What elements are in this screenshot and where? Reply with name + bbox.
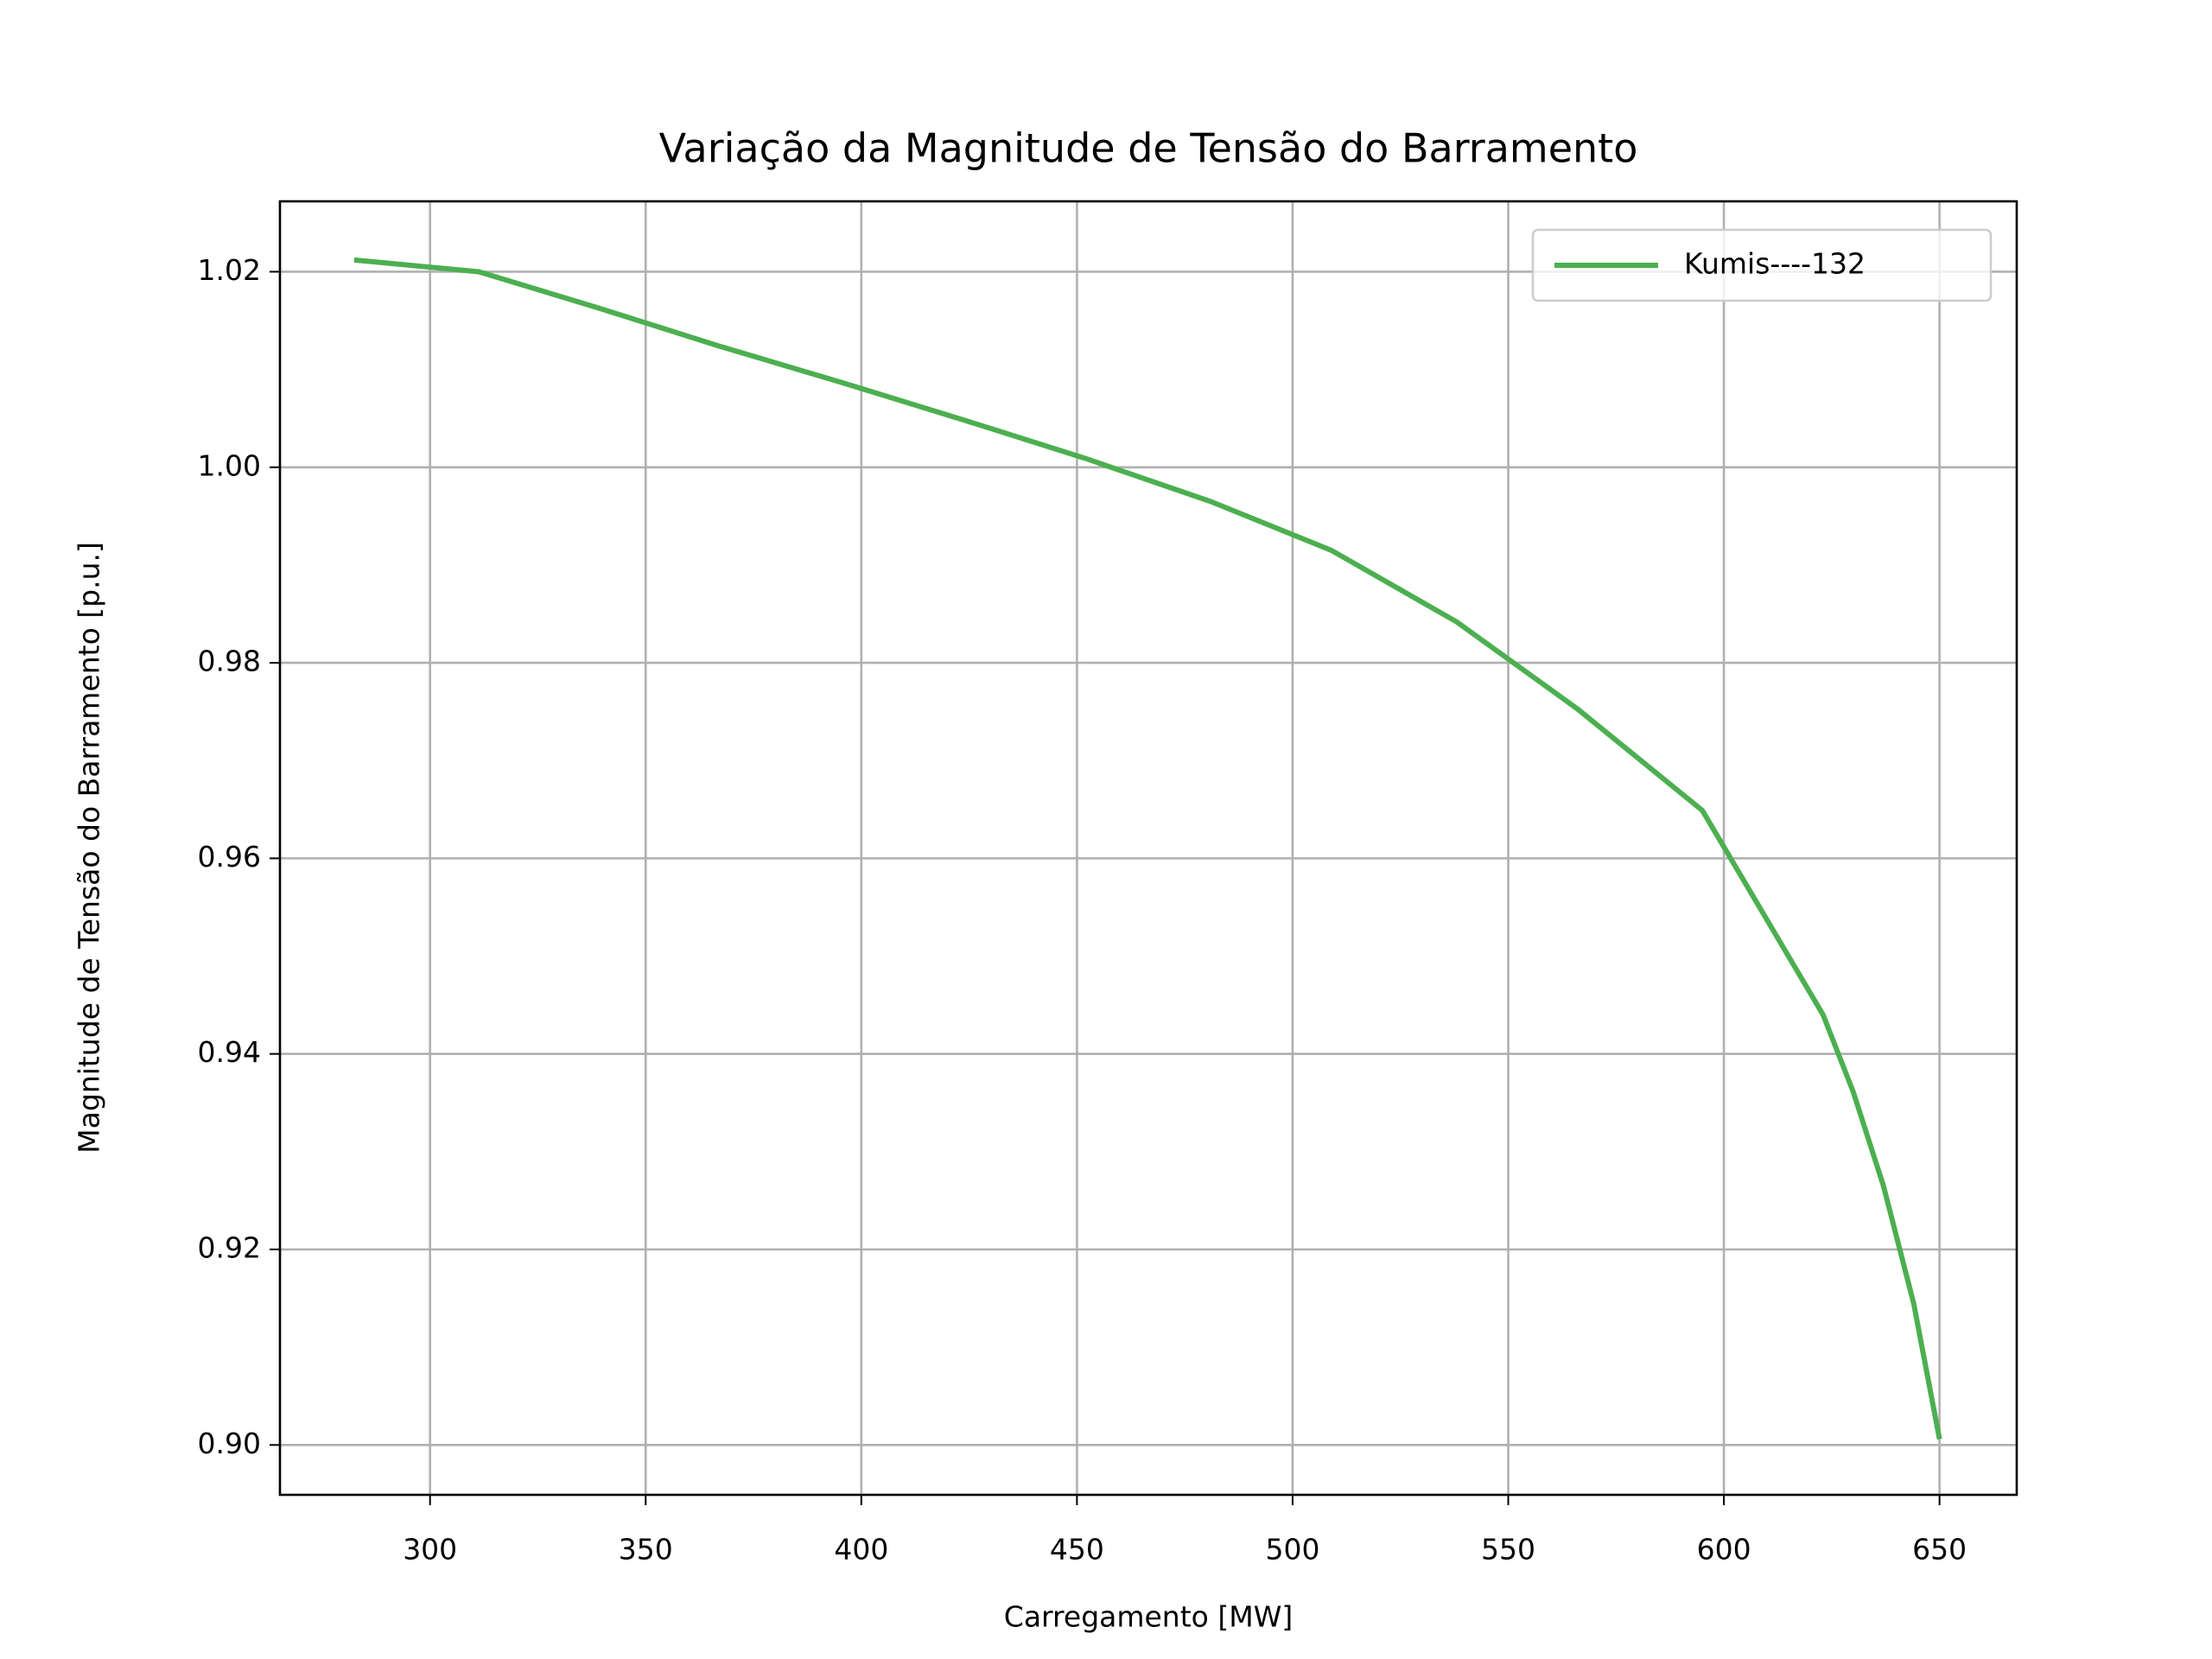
- x-tick-label: 400: [834, 1533, 888, 1567]
- x-tick-label: 600: [1697, 1533, 1751, 1567]
- y-tick-label: 1.00: [198, 448, 261, 482]
- y-tick-label: 0.98: [198, 645, 261, 678]
- x-tick-label: 300: [403, 1533, 457, 1567]
- legend-box: [1531, 228, 1993, 302]
- plot-frame: [278, 200, 2018, 1497]
- x-tick-label: 650: [1912, 1533, 1967, 1567]
- y-axis-label: Magnitude de Tensão do Barramento [p.u.]: [73, 542, 106, 1154]
- x-tick-label: 500: [1265, 1533, 1319, 1567]
- y-tick-label: 0.96: [198, 840, 261, 874]
- y-tick-label: 0.94: [198, 1035, 261, 1069]
- legend-label: Kumis----132: [1684, 247, 1866, 281]
- y-tick-label: 1.02: [198, 253, 261, 287]
- y-tick-label: 0.92: [198, 1230, 261, 1264]
- x-axis-label: Carregamento [MW]: [1004, 1600, 1293, 1634]
- data-line: [353, 257, 1942, 1440]
- y-tick-label: 0.90: [198, 1427, 261, 1460]
- x-tick-label: 450: [1050, 1533, 1104, 1567]
- x-tick-label: 550: [1481, 1533, 1535, 1567]
- x-tick-label: 350: [619, 1533, 673, 1567]
- chart-title: Variação da Magnitude de Tensão do Barra…: [659, 125, 1638, 172]
